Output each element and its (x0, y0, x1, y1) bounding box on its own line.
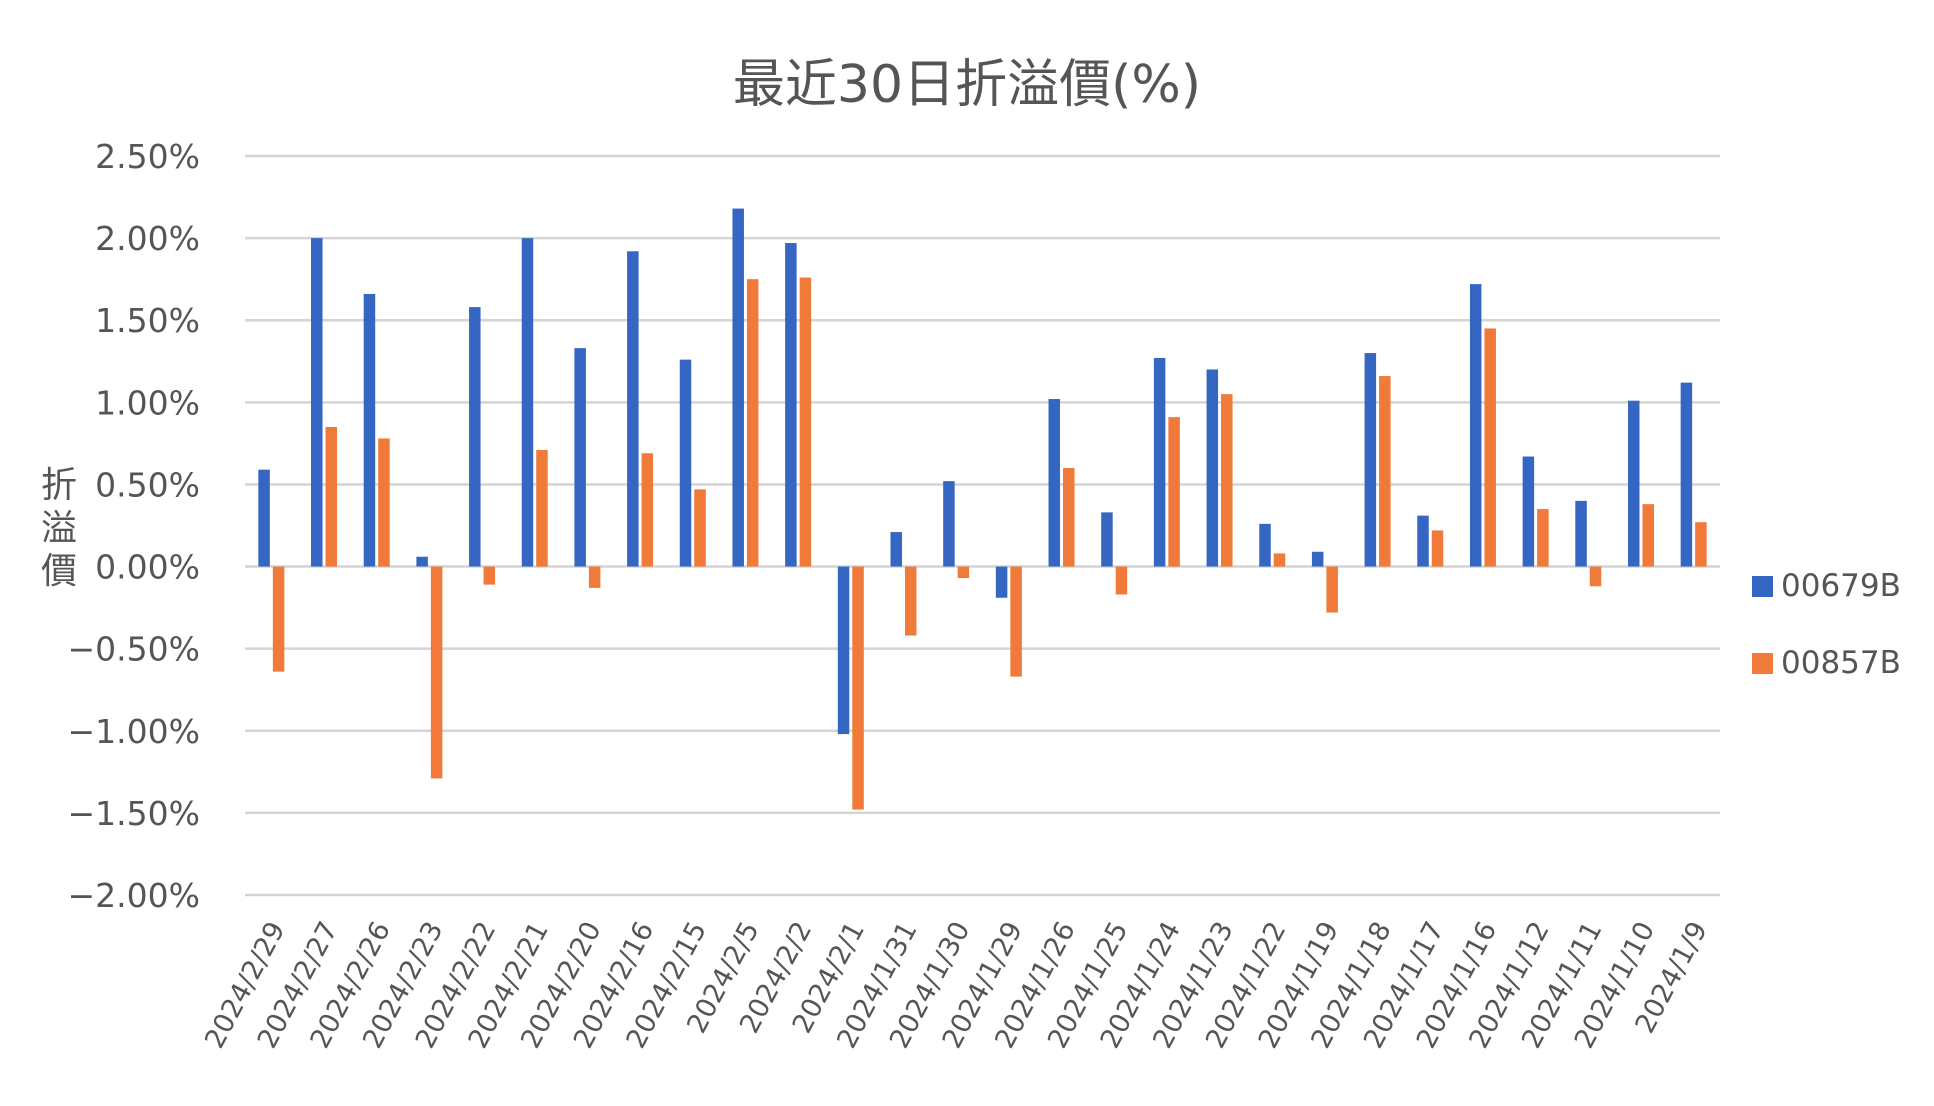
bar-00857B (378, 438, 390, 567)
bar-00679B (258, 469, 270, 567)
bar-00857B (852, 566, 864, 810)
bar-00679B (1206, 369, 1219, 567)
y-axis-label-char: 溢 (41, 508, 77, 549)
bar-00679B (1417, 515, 1429, 567)
y-tick-label: 0.00% (95, 548, 200, 587)
bar-00857B (272, 566, 285, 672)
bar-00857B (694, 489, 706, 567)
bar-00857B (1063, 468, 1075, 567)
bar-00679B (1311, 551, 1324, 567)
bar-00857B (1221, 394, 1233, 567)
bar-00679B (1575, 500, 1587, 567)
bars (258, 208, 1707, 810)
bar-00857B (536, 449, 548, 567)
bar-00857B (430, 566, 443, 779)
y-tick-label: 2.00% (95, 219, 200, 258)
bar-00857B (1431, 530, 1444, 567)
bar-00679B (363, 293, 376, 567)
bar-00679B (1101, 512, 1113, 567)
bar-00679B (732, 208, 744, 567)
bar-00857B (588, 566, 601, 588)
bar-00679B (1522, 456, 1535, 567)
bar-00857B (1484, 328, 1496, 567)
bar-00857B (1273, 553, 1286, 567)
bar-00857B (1168, 417, 1180, 567)
bar-00857B (904, 566, 917, 636)
y-axis-label-char: 價 (41, 551, 77, 592)
bar-00679B (416, 556, 428, 567)
legend-swatch (1752, 576, 1773, 597)
bar-00857B (1010, 566, 1022, 677)
bar-00679B (469, 307, 481, 567)
bar-00679B (1680, 382, 1693, 567)
y-tick-label: 0.50% (95, 465, 200, 504)
bar-00679B (521, 238, 534, 567)
y-axis-label-char: 折 (41, 465, 77, 506)
bar-00857B (1379, 376, 1391, 567)
bar-00679B (1364, 353, 1377, 567)
y-axis-label: 折溢價 (41, 465, 77, 592)
bar-00679B (627, 251, 639, 567)
chart-title: 最近30日折溢價(%) (733, 55, 1201, 115)
y-tick-label: 1.50% (95, 301, 200, 340)
legend: 00679B 00857B (1752, 568, 1901, 681)
bar-00857B (799, 277, 812, 567)
bar-00679B (1048, 399, 1061, 567)
bar-00857B (325, 426, 338, 567)
bar-00857B (1115, 566, 1128, 595)
bar-00679B (995, 566, 1008, 598)
bar-00857B (1695, 522, 1707, 567)
bar-00857B (957, 566, 970, 579)
y-tick-label: 2.50% (95, 137, 200, 176)
y-tick-label: −1.00% (68, 712, 200, 751)
gridlines (245, 154, 1720, 897)
legend-label: 00679B (1781, 568, 1901, 604)
bar-00857B (1537, 509, 1549, 567)
legend-swatch (1752, 653, 1773, 674)
bar-00679B (1153, 357, 1166, 567)
bar-00679B (679, 359, 692, 567)
y-tick-label: −2.00% (68, 876, 200, 915)
bar-00679B (837, 566, 850, 735)
y-tick-label: −1.50% (68, 794, 200, 833)
bar-00679B (311, 238, 323, 567)
y-tick-label: 1.00% (95, 383, 200, 422)
bar-00679B (1259, 523, 1271, 567)
bar-00679B (574, 348, 586, 567)
y-axis-ticks: 2.50% 2.00% 1.50% 1.00% 0.50% 0.00% −0.50% −1.0… (68, 137, 200, 915)
bar-00857B (1589, 566, 1602, 587)
bar-00857B (483, 566, 496, 585)
bar-00857B (1642, 504, 1654, 567)
bar-00679B (943, 481, 955, 567)
bar-00857B (641, 453, 654, 567)
x-axis-ticks: 2024/2/292024/2/272024/2/262024/2/232024… (199, 917, 1714, 1054)
bar-00857B (1326, 566, 1338, 613)
y-tick-label: −0.50% (68, 630, 200, 669)
bar-00857B (746, 279, 759, 567)
bar-00679B (785, 243, 797, 567)
bar-00679B (1469, 284, 1482, 567)
bar-00679B (890, 532, 902, 567)
bar-00679B (1627, 400, 1640, 567)
legend-label: 00857B (1781, 645, 1901, 681)
